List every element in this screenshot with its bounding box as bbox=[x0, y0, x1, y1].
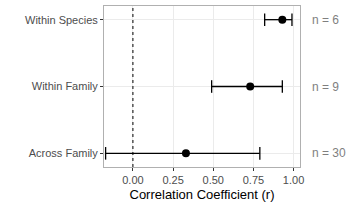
svg-text:1.00: 1.00 bbox=[283, 174, 304, 186]
svg-text:Within Family: Within Family bbox=[32, 80, 99, 92]
svg-text:Within Species: Within Species bbox=[25, 14, 98, 26]
svg-text:n = 30: n = 30 bbox=[312, 146, 346, 160]
svg-text:0.25: 0.25 bbox=[162, 174, 183, 186]
svg-text:n = 6: n = 6 bbox=[312, 13, 339, 27]
svg-text:0.00: 0.00 bbox=[122, 174, 143, 186]
svg-text:Across Family: Across Family bbox=[29, 147, 99, 159]
svg-text:n = 9: n = 9 bbox=[312, 80, 339, 94]
svg-text:0.50: 0.50 bbox=[203, 174, 224, 186]
svg-text:Correlation Coefficient (r): Correlation Coefficient (r) bbox=[130, 187, 275, 202]
svg-text:0.75: 0.75 bbox=[243, 174, 264, 186]
